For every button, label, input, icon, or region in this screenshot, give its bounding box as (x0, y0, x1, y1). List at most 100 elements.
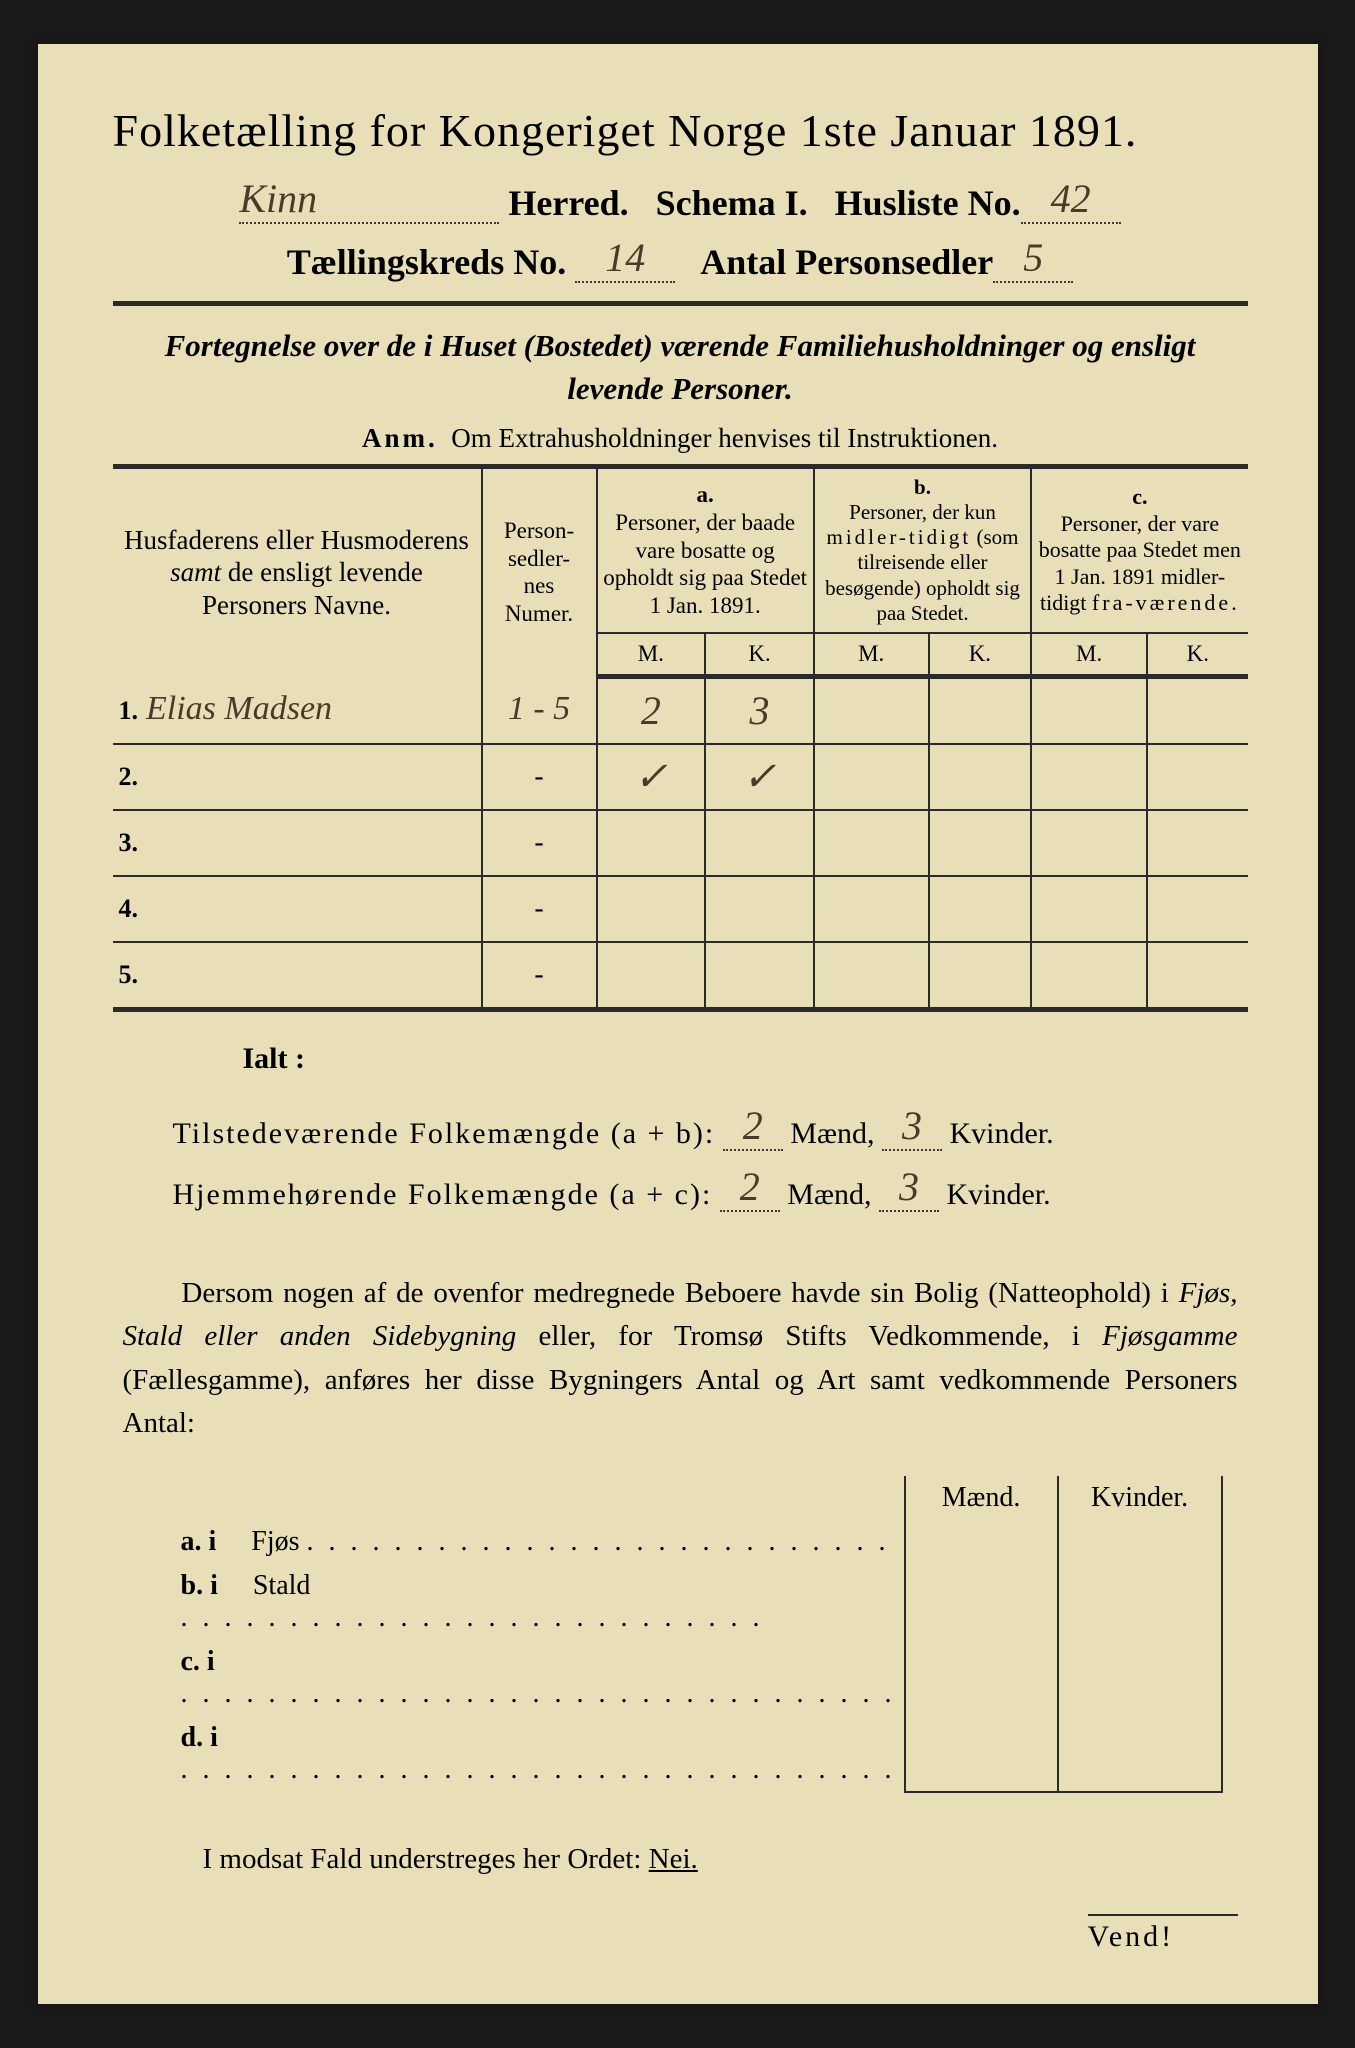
col-b-label: b. (914, 475, 931, 499)
col-b-k: K. (929, 633, 1032, 676)
row-num: 2. (119, 762, 139, 791)
cell-cm (1031, 942, 1147, 1010)
person-name-handwritten: Elias Madsen (146, 690, 332, 727)
col-c-k: K. (1147, 633, 1247, 676)
census-table: Husfaderens eller Husmoderens samt de en… (113, 464, 1248, 1012)
cell-bk (929, 876, 1032, 942)
cell-ck (1147, 876, 1247, 942)
kvinder-label: Kvinder. (949, 1117, 1053, 1150)
summary-home-label: Hjemmehørende Folkemængde (a + c): (173, 1178, 713, 1211)
out-col-maend: Mænd. (905, 1476, 1058, 1520)
maend-label: Mænd, (787, 1178, 871, 1211)
out-col-kvinder: Kvinder. (1058, 1476, 1222, 1520)
cell-cm (1031, 744, 1147, 810)
col-header-numer: Person-sedler-nesNumer. (482, 466, 597, 676)
taellingskreds-label: Tællingskreds No. (287, 242, 566, 282)
summary-home: Hjemmehørende Folkemængde (a + c): 2 Mæn… (173, 1163, 1248, 1212)
subtitle-line2: levende Personer. (567, 371, 793, 406)
out-d-label: d. i (181, 1722, 218, 1753)
col-header-names: Husfaderens eller Husmoderens samt de en… (113, 466, 482, 676)
cell-am: 2 (641, 688, 661, 733)
cell-bm (814, 676, 929, 744)
herred-name-handwritten: Kinn (239, 176, 317, 221)
col-b-m: M. (814, 633, 929, 676)
kvinder-label: Kvinder. (946, 1178, 1050, 1211)
summary-present: Tilstedeværende Folkemængde (a + b): 2 M… (173, 1102, 1248, 1151)
out-row: c. i . . . . . . . . . . . . . . . . . .… (173, 1640, 1222, 1716)
cell-am (597, 876, 706, 942)
cell-cm (1031, 810, 1147, 876)
cell-ak: ✓ (743, 754, 777, 799)
row-num: 5. (119, 960, 139, 989)
table-row: 4. - (113, 876, 1248, 942)
table-row: 2. - ✓ ✓ (113, 744, 1248, 810)
col-c-m: M. (1031, 633, 1147, 676)
cell-ck (1147, 676, 1247, 744)
sum-present-k: 3 (902, 1103, 922, 1148)
subtitle-line1: Fortegnelse over de i Huset (Bostedet) v… (165, 328, 1196, 363)
sum-home-k: 3 (899, 1164, 919, 1209)
cell-ak (705, 810, 814, 876)
schema-label: Schema I. (656, 183, 808, 223)
col-a-m: M. (597, 633, 706, 676)
cell-bm (814, 876, 929, 942)
col-a-k: K. (705, 633, 814, 676)
header-line-2: Kinn Herred. Schema I. Husliste No.42 (113, 175, 1248, 224)
census-form-page: Folketælling for Kongeriget Norge 1ste J… (38, 44, 1318, 2004)
row-num: 4. (119, 894, 139, 923)
cell-bk (929, 942, 1032, 1010)
antal-personsedler-handwritten: 5 (1023, 235, 1043, 280)
cell-ps: - (482, 744, 597, 810)
summary-present-label: Tilstedeværende Folkemængde (a + b): (173, 1117, 716, 1150)
nei-word: Nei. (649, 1843, 698, 1875)
cell-ck (1147, 744, 1247, 810)
out-row: d. i . . . . . . . . . . . . . . . . . .… (173, 1716, 1222, 1792)
cell-ps: - (482, 942, 597, 1010)
outbuilding-paragraph: Dersom nogen af de ovenfor medregnede Be… (123, 1272, 1238, 1446)
out-b-text: Stald (253, 1570, 311, 1601)
cell-cm (1031, 876, 1147, 942)
header-line-3: Tællingskreds No. 14 Antal Personsedler5 (113, 234, 1248, 283)
cell-bm (814, 744, 929, 810)
cell-cm (1031, 676, 1147, 744)
row-num: 1. (119, 696, 139, 725)
cell-ck (1147, 810, 1247, 876)
cell-ak (705, 876, 814, 942)
table-row: 3. - (113, 810, 1248, 876)
sum-home-m: 2 (740, 1164, 760, 1209)
col-c-label: c. (1132, 484, 1147, 509)
maend-label: Mænd, (790, 1117, 874, 1150)
out-b-label: b. i (181, 1570, 218, 1601)
husliste-no-handwritten: 42 (1051, 176, 1091, 221)
table-row: 5. - (113, 942, 1248, 1010)
subtitle: Fortegnelse over de i Huset (Bostedet) v… (113, 324, 1248, 411)
anm-text: Om Extrahusholdninger henvises til Instr… (451, 423, 998, 453)
cell-bm (814, 810, 929, 876)
herred-label: Herred. (508, 183, 628, 223)
divider (113, 301, 1248, 306)
cell-ps: - (482, 810, 597, 876)
anm-label: Anm. (362, 423, 438, 453)
col-header-c: c. Personer, der vare bosatte paa Stedet… (1031, 466, 1247, 633)
cell-ps: 1 - 5 (508, 690, 570, 727)
cell-ps: - (482, 876, 597, 942)
cell-bk (929, 744, 1032, 810)
col-header-b: b. Personer, der kun midler-tidigt (som … (814, 466, 1031, 633)
antal-label: Antal Personsedler (700, 242, 993, 282)
ialt-label: Ialt : (243, 1042, 1248, 1076)
outbuilding-table: Mænd. Kvinder. a. i Fjøs . . . . . . . .… (173, 1476, 1223, 1793)
cell-am (597, 942, 706, 1010)
sum-present-m: 2 (743, 1103, 763, 1148)
nei-line: I modsat Fald understreges her Ordet: Ne… (203, 1843, 1248, 1876)
nei-text: I modsat Fald understreges her Ordet: (203, 1843, 642, 1875)
out-row: a. i Fjøs . . . . . . . . . . . . . . . … (173, 1520, 1222, 1564)
table-row: 1.Elias Madsen 1 - 5 2 3 (113, 676, 1248, 744)
cell-bm (814, 942, 929, 1010)
out-a-label: a. i (181, 1526, 217, 1557)
main-title: Folketælling for Kongeriget Norge 1ste J… (113, 104, 1248, 157)
cell-am: ✓ (634, 754, 668, 799)
cell-ak (705, 942, 814, 1010)
vend-label: Vend! (1088, 1914, 1238, 1954)
row-num: 3. (119, 828, 139, 857)
col-a-label: a. (697, 482, 714, 507)
